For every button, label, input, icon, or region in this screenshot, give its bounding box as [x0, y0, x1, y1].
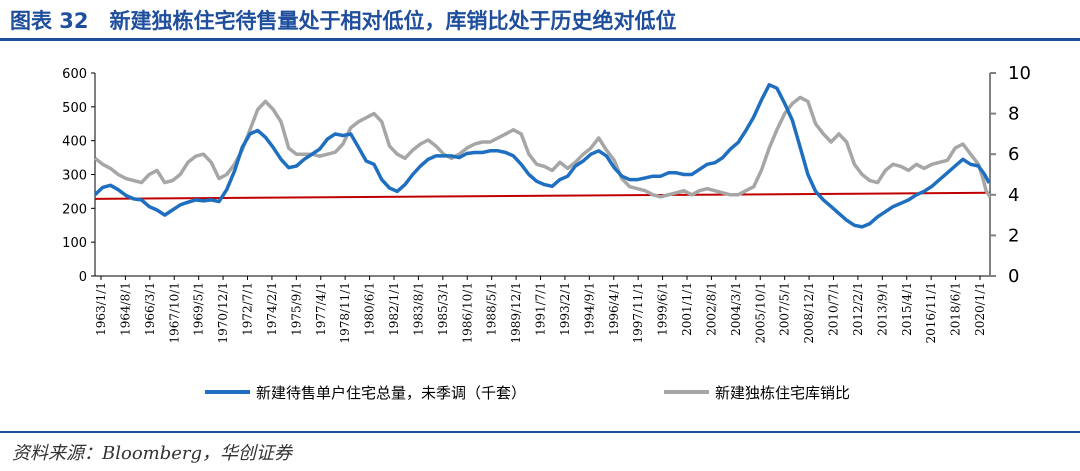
x-tick-label: 1985/3/1 [436, 282, 450, 336]
x-tick-label: 1997/11/1 [631, 282, 645, 344]
axes [94, 73, 991, 277]
legend-label-series2: 新建独栋住宅库销比 [715, 384, 850, 402]
source-rule [0, 431, 1080, 433]
x-tick-label: 2005/10/1 [753, 282, 767, 344]
reference-line-layer [94, 191, 991, 200]
x-tick-label: 1988/5/1 [485, 282, 499, 336]
x-tick-label: 2001/1/1 [680, 282, 694, 336]
x-tick-label: 1975/9/1 [289, 282, 303, 336]
x-tick-label: 1986/10/1 [460, 282, 474, 344]
legend: 新建待售单户住宅总量，未季调（千套） 新建独栋住宅库销比 [205, 384, 850, 402]
series-for-sale-inventory [93, 83, 991, 229]
figure-header: 图表 32 新建独栋住宅待售量处于相对低位，库销比处于历史绝对低位 [0, 0, 1080, 41]
x-tick-label: 2013/9/1 [875, 282, 889, 336]
left-tick-label: 300 [62, 169, 87, 184]
left-tick-label: 200 [62, 202, 87, 217]
right-tick-label: 8 [1008, 104, 1019, 125]
left-tick-label: 500 [62, 101, 87, 116]
x-tick-label: 1970/12/1 [216, 282, 230, 344]
x-tick-label: 1991/7/1 [534, 282, 548, 336]
figure-title: 图表 32 新建独栋住宅待售量处于相对低位，库销比处于历史绝对低位 [10, 9, 677, 33]
x-tick-label: 2020/1/1 [973, 282, 987, 336]
x-tick-label: 2016/11/1 [924, 282, 938, 344]
left-axis-ticks: 0 100 200 300 400 500 600 [62, 67, 95, 285]
x-tick-label: 2015/4/1 [900, 282, 914, 336]
reference-line [94, 191, 991, 200]
title-rule [0, 38, 1080, 41]
x-tick-label: 2012/2/1 [851, 282, 865, 336]
series-line [93, 83, 991, 229]
x-tick-label: 1999/6/1 [656, 282, 670, 336]
x-tick-label: 1964/8/1 [118, 282, 132, 336]
x-tick-label: 1978/11/1 [338, 282, 352, 344]
x-tick-label: 1994/9/1 [582, 282, 596, 336]
right-axis-ticks: 0 2 4 6 8 10 [990, 63, 1031, 287]
left-tick-label: 400 [62, 135, 87, 150]
legend-label-series1: 新建待售单户住宅总量，未季调（千套） [256, 384, 526, 402]
x-tick-label: 1977/4/1 [314, 282, 328, 336]
x-tick-label: 1963/1/1 [94, 282, 108, 336]
x-tick-label: 1996/4/1 [607, 282, 621, 336]
x-tick-label: 1982/1/1 [387, 282, 401, 336]
left-tick-label: 100 [62, 236, 87, 251]
right-tick-label: 6 [1008, 144, 1019, 165]
x-tick-label: 1993/2/1 [558, 282, 572, 336]
right-tick-label: 10 [1008, 63, 1031, 84]
x-tick-label: 1966/3/1 [143, 282, 157, 336]
x-tick-label: 1969/5/1 [192, 282, 206, 336]
x-tick-label: 2008/12/1 [802, 282, 816, 344]
x-tick-label: 2007/5/1 [778, 282, 792, 336]
x-tick-label: 1989/12/1 [509, 282, 523, 344]
right-tick-label: 2 [1008, 225, 1019, 246]
chart: 0 100 200 300 400 500 600 0 2 4 6 8 10 1963/1/1 1964… [62, 63, 1031, 402]
x-tick-label: 1980/6/1 [363, 282, 377, 336]
right-tick-label: 4 [1008, 185, 1019, 206]
x-axis-ticks: 1963/1/1 1964/8/1 1966/3/1 1967/10/1 1969/5/… [94, 276, 987, 344]
right-tick-label: 0 [1008, 266, 1019, 287]
x-tick-label: 2018/6/1 [949, 282, 963, 336]
x-tick-label: 2004/3/1 [729, 282, 743, 336]
left-tick-label: 600 [62, 67, 87, 82]
x-tick-label: 1972/7/1 [241, 282, 255, 336]
x-tick-label: 1967/10/1 [167, 282, 181, 344]
x-tick-label: 1983/8/1 [411, 282, 425, 336]
left-tick-label: 0 [79, 270, 87, 285]
x-tick-label: 1974/2/1 [265, 282, 279, 336]
x-tick-label: 2002/8/1 [704, 282, 718, 336]
source-note: 资料来源：Bloomberg，华创证券 [12, 443, 293, 464]
x-tick-label: 2010/7/1 [827, 282, 841, 336]
